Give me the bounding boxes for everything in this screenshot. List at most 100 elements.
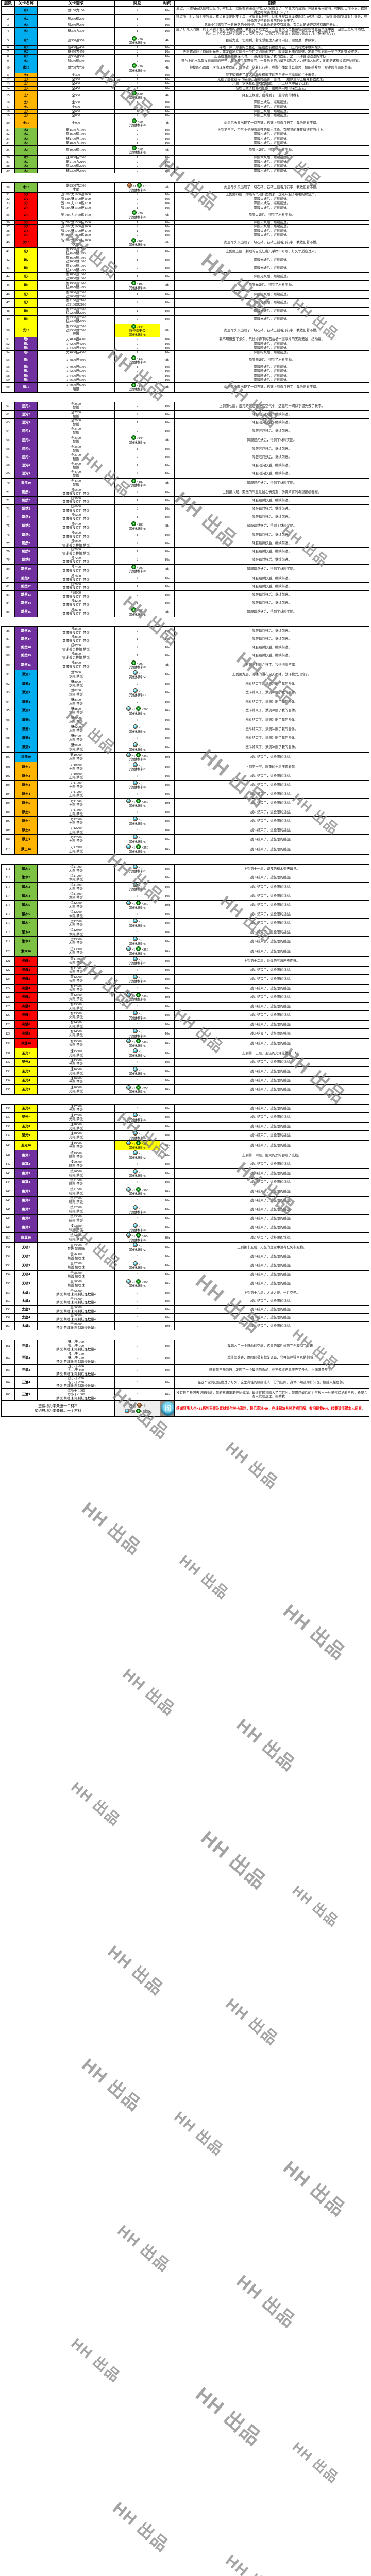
cell-stage-name[interactable]: 洪流2: [14, 679, 38, 688]
cell-stage-name[interactable]: 厚土6: [14, 808, 38, 817]
table-row[interactable]: 114 繁木4 运11800 木限 禁饭 6 10s 战斗结束了，近极限的挑战。: [1, 891, 369, 901]
table-row[interactable]: 15 土5 全500 ×30 其他材料×8 4h 降服土妖后，我得到了一些珍贵的材料。: [1, 90, 369, 101]
cell-stage-name[interactable]: 圣光10: [14, 1140, 38, 1151]
table-row[interactable]: 29 木9 速2300技2300 2 10s 降服木妖后，继续前进。: [1, 168, 369, 174]
table-row[interactable]: 48 光8 智2200速2200 运2200魅2200 1 10s 降服光妖后，继续前进。: [1, 307, 369, 316]
cell-stage-name[interactable]: 水10: [14, 63, 38, 74]
cell-stage-name[interactable]: 幽冥2: [14, 1160, 38, 1169]
table-row[interactable]: 81 黯然11 技7600 需求善良特性 禁饭 2 10s 降服黯然妖后，继续前进。: [1, 573, 369, 583]
cell-stage-name[interactable]: 繁木8: [14, 928, 38, 937]
table-row[interactable]: 47 光7 智2100速2100 运2100魅2100 2 10s 降服光妖后，继续前进。: [1, 298, 369, 308]
cell-stage-name[interactable]: 光7: [14, 298, 38, 308]
table-row[interactable]: 156 太虚1 全32000 禁饭 禁魂珠 限制妖怪数量4 0 10s 上到第十六层，太虚之…: [1, 1288, 369, 1297]
cell-stage-name[interactable]: 木1: [14, 127, 38, 133]
table-row[interactable]: 155 无极5 全30000 禁饭 禁魂珠 ×1 ×300 其他材料×6 10h 战斗结束了…: [1, 1278, 369, 1289]
table-row[interactable]: 34 火4 智1300魅1300技1300 1 10s 降服火妖后，继续前进。: [1, 205, 369, 211]
cell-stage-name[interactable]: 圣光8: [14, 1122, 38, 1131]
table-row[interactable]: 109 厚土9 力12500 土限 禁饭 ×1 其他材料×6 10s 战斗结束了，近极限的挑…: [1, 834, 369, 845]
cell-stage-name[interactable]: 木6: [14, 155, 38, 160]
cell-stage-name[interactable]: 洪流9: [14, 742, 38, 753]
table-row[interactable]: 83 黯然13 技8000 需求善良特性 禁饭 2 10s 降服黯然妖后，继续前进。: [1, 590, 369, 600]
table-row[interactable]: 96 洪流6 魅9000 水限 禁饭 6 10s 战斗结束了，洪流冲刷了我的身体。: [1, 716, 369, 725]
table-row[interactable]: 112 繁木2 运11200 木限 禁饭 6 10s 战斗结束了，近极限的挑战。: [1, 873, 369, 883]
cell-stage-name[interactable]: 圣光7: [14, 1112, 38, 1123]
table-row[interactable]: 27 木7 魅2100力2100 2 10s 降服木妖后，继续前进。: [1, 159, 369, 165]
table-row[interactable]: 7 水7 魅450力450 2 10s 等眼睛适应了昏暗的光线，我发现塔底层是一个巨大的圆…: [1, 49, 369, 55]
cell-stage-name[interactable]: 黯然15: [14, 659, 38, 670]
cell-stage-name[interactable]: 水3: [14, 23, 38, 28]
cell-stage-name[interactable]: 混沌6: [14, 445, 38, 454]
table-row[interactable]: 12 土2 全350 1 10s 无视了那些细碎的杂音，当我踏上第二层时，一股厚重的土腥味…: [1, 77, 369, 82]
table-row[interactable]: 20 土10 全900 ×50 其他材料×8 4h 此层尽头又出现了一块石碑，石碑上刻着几…: [1, 117, 369, 128]
table-row[interactable]: 2 水2 速200运200 1 10s 绕过小山丘，背上小包裹，我迈着坚定的步子再一次离开…: [1, 14, 369, 24]
table-row[interactable]: 67 混沌7 全3700 禁饭 2 10s 降服混沌妖后，继续前进。: [1, 453, 369, 462]
table-row[interactable]: 162 三清2 技小于-750 魅小于-750 禁饭 禁魂珠 限制妖怪数量4 0 10s 越往…: [1, 1351, 369, 1365]
table-row[interactable]: 51 暗1 力4000技4000 2 10s 我不知道走了多久，只觉得脚下的石台被一层厚厚…: [1, 337, 369, 342]
table-row[interactable]: 50 光10 智2500速2500 运2500魅2500 光限 ×130 妖怪陶安公 其他材…: [1, 323, 369, 338]
cell-stage-name[interactable]: 木8: [14, 164, 38, 169]
cell-stage-name[interactable]: 三清3: [14, 1364, 38, 1377]
cell-stage-name[interactable]: 火2: [14, 196, 38, 202]
table-row[interactable]: 43 光3 智1700速1700 运1700魅1700 2 10s 降服光妖后，继续前进。: [1, 264, 369, 273]
cell-stage-name[interactable]: 繁木9: [14, 936, 38, 947]
table-row[interactable]: 88 黯然18 技8700 需求善良特性 禁饭 2 10s 降服黯然妖后，继续前进。: [1, 643, 369, 652]
cell-stage-name[interactable]: 水6: [14, 45, 38, 50]
cell-stage-name[interactable]: 暗7: [14, 369, 38, 374]
cell-stage-name[interactable]: 水4: [14, 27, 38, 36]
table-row[interactable]: 85 黯然15 技8400 需求善良特性 禁饭 ×200 其他材料×8 8h 降服黯然妖后，…: [1, 607, 369, 618]
table-row[interactable]: 146 幽冥6 技22000 暗限 禁饭 6 10s 战斗结束了，近极限的挑战。: [1, 1196, 369, 1205]
cell-stage-name[interactable]: 幽冥10: [14, 1232, 38, 1243]
table-row[interactable]: 62 混沌2 全2700 禁饭 2 10s 降服混沌妖后，继续前进。: [1, 410, 369, 419]
table-row[interactable]: 157 太虚2 全34000 禁饭 禁魂珠 限制妖怪数量4 0 10s 战斗结束了，近极限的…: [1, 1296, 369, 1306]
table-row[interactable]: 115 繁木5 运12000 木限 禁饭 ×1 ×250 其他材料×6 10h 战斗结束了，…: [1, 900, 369, 911]
table-row[interactable]: 46 光6 智2000速2000 运2000魅2000 1 10s 降服光妖后，继续前进。: [1, 290, 369, 299]
cell-stage-name[interactable]: 炎爆7: [14, 1010, 38, 1021]
table-row[interactable]: 119 繁木9 运13000 木限 禁饭 ×1 其他材料×6 10s 战斗结束了，近极限的挑…: [1, 936, 369, 947]
table-row[interactable]: 152 无极2 全26000 禁饭 禁魂珠 6 10s 战斗结束了，近极限的挑战。: [1, 1252, 369, 1261]
table-row[interactable]: 14 土4 全450 1 10s 轻松击败了挡路的土妖，我继续向塔的深处走去。: [1, 86, 369, 91]
table-row[interactable]: 145 幽冥5 技21500 暗限 禁饭 ×1 ×300 其他材料×6 10h 战斗结束了，…: [1, 1186, 369, 1197]
table-row[interactable]: 98 洪流8 魅9400 水限 禁饭 6 10s 战斗结束了，洪流冲刷了我的身体。: [1, 734, 369, 743]
table-row[interactable]: 137 圣光7 速17500 光限 禁饭 ×1 其他材料×6 10s 战斗结束了，近极限的挑…: [1, 1112, 369, 1123]
cell-stage-name[interactable]: 光9: [14, 315, 38, 324]
cell-stage-name[interactable]: 暗5: [14, 354, 38, 365]
table-row[interactable]: 153 无极3 全27000 禁饭 禁魂珠 ×1 其他材料×6 10s 战斗结束了，近极限的…: [1, 1260, 369, 1271]
cell-stage-name[interactable]: 圣光1: [14, 1048, 38, 1059]
table-row[interactable]: 89 黯然19 技8800 需求善良特性 禁饭 1 10s 降服黯然妖后，继续前进。: [1, 651, 369, 660]
cell-stage-name[interactable]: 炎爆2: [14, 965, 38, 975]
cell-stage-name[interactable]: 木5: [14, 145, 38, 156]
cell-stage-name[interactable]: 炎爆6: [14, 1002, 38, 1011]
table-row[interactable]: 74 黯然4 技6200 需求善良特性 禁饭 1 10s 降服黯然妖后，继续前进。: [1, 513, 369, 522]
table-row[interactable]: 35 火5 速1400力1400运1400 ×70 其他材料×9 6h 降服火妖后，得到了…: [1, 210, 369, 221]
cell-stage-name[interactable]: 黯然9: [14, 555, 38, 565]
cell-stage-name[interactable]: 暗10: [14, 382, 38, 393]
table-row[interactable]: 53 暗3 力4400技4400 2 10s 降服暗妖后，继续前进。: [1, 346, 369, 351]
cell-stage-name[interactable]: 木7: [14, 159, 38, 165]
cell-stage-name[interactable]: 木4: [14, 141, 38, 146]
table-row[interactable]: 13 土3 全400 2 10s 只见一块块巨石从地面隆起，一只土妖从中钻了出来。: [1, 81, 369, 87]
table-row[interactable]: 65 混沌5 全3300 禁饭 ×150 其他材料×8 8h 降服混沌妖后，得到了材料奖励。: [1, 435, 369, 446]
cell-stage-name[interactable]: 洪流4: [14, 697, 38, 707]
cell-stage-name[interactable]: 火7: [14, 224, 38, 229]
cell-stage-name[interactable]: 火1: [14, 192, 38, 197]
table-row[interactable]: 154 无极4 全28000 禁饭 禁魂珠 6 10s 战斗结束了，近极限的挑战。: [1, 1270, 369, 1279]
cell-stage-name[interactable]: 黯然1: [14, 487, 38, 497]
cell-stage-name[interactable]: 炎爆1: [14, 956, 38, 967]
table-row[interactable]: 139 圣光9 速18500 光限 禁饭 ×1 其他材料×6 10s 战斗结束了，近极限的挑…: [1, 1130, 369, 1141]
cell-stage-name[interactable]: 混沌9: [14, 469, 38, 479]
cell-stage-name[interactable]: 炎爆4: [14, 984, 38, 993]
table-row[interactable]: 21 木1 魅1500力1500 2 10s 上到第三层，空气中弥漫着浓郁的草木清香，有明…: [1, 127, 369, 133]
table-row[interactable]: 69 混沌9 全4100 禁饭 2 10s 降服混沌妖后，继续前进。: [1, 469, 369, 479]
cell-stage-name[interactable]: 火8: [14, 228, 38, 234]
table-row[interactable]: 121 炎爆1 智11500 火限 禁饭 ×1 其他材料×2 10s 上到第十二层，炎爆的气…: [1, 956, 369, 967]
cell-stage-name[interactable]: 炎爆9: [14, 1028, 38, 1039]
cell-stage-name[interactable]: 黯然13: [14, 590, 38, 600]
table-row[interactable]: 26 木6 速2000技2000 1 10s 降服木妖后，继续前进。: [1, 155, 369, 160]
cell-stage-name[interactable]: 黯然5: [14, 521, 38, 532]
table-row[interactable]: 77 黯然7 技6800 需求善良特性 禁饭 2 10s 降服黯然妖后，继续前进。: [1, 539, 369, 548]
table-row[interactable]: 24 木4 魅1800力1800 1 10s 降服木妖后，继续前进。: [1, 141, 369, 146]
cell-stage-name[interactable]: 圣光2: [14, 1058, 38, 1067]
cell-stage-name[interactable]: 洪流10: [14, 752, 38, 762]
table-row[interactable]: 75 黯然5 技6400 需求善良特性 禁饭 ×180 其他材料×8 8h 降服黯然妖后，得…: [1, 521, 369, 532]
cell-stage-name[interactable]: 三清4: [14, 1376, 38, 1389]
